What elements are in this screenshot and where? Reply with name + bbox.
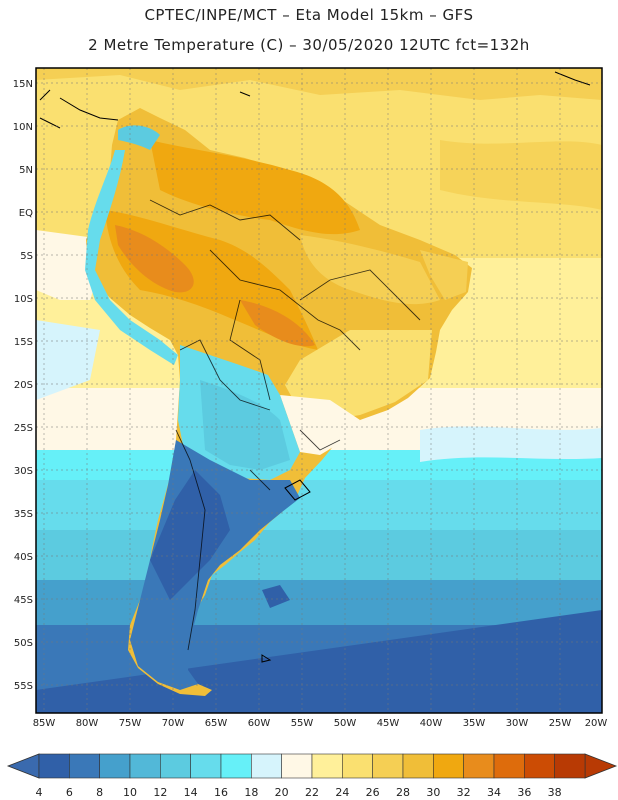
map-frame bbox=[35, 67, 603, 714]
colorbar-over-arrow bbox=[584, 753, 618, 779]
lon-label: 65W bbox=[205, 718, 228, 729]
lat-label: EQ bbox=[19, 208, 33, 219]
lon-label: 80W bbox=[76, 718, 99, 729]
colorbar-tick-label: 10 bbox=[123, 786, 137, 799]
colorbar-tick-label: 38 bbox=[548, 786, 562, 799]
colorbar-tick-label: 34 bbox=[487, 786, 501, 799]
colorbar-tick-label: 16 bbox=[214, 786, 228, 799]
lon-label: 40W bbox=[420, 718, 443, 729]
colorbar-swatch bbox=[493, 753, 525, 779]
colorbar-swatch bbox=[38, 753, 70, 779]
lat-label: 30S bbox=[14, 466, 33, 477]
lat-label: 25S bbox=[14, 423, 33, 434]
colorbar-tick-label: 12 bbox=[153, 786, 167, 799]
lat-label: 10N bbox=[13, 122, 33, 133]
colorbar-swatch bbox=[160, 753, 191, 779]
colorbar-swatch bbox=[524, 753, 555, 779]
colorbar-swatch bbox=[190, 753, 222, 779]
lat-label: 15S bbox=[14, 337, 33, 348]
lat-label: 45S bbox=[14, 595, 33, 606]
colorbar-tick-label: 28 bbox=[396, 786, 410, 799]
colorbar-swatch bbox=[372, 753, 404, 779]
colorbar-swatch bbox=[554, 753, 586, 779]
lat-label: 20S bbox=[14, 380, 33, 391]
map-title-line-1: CPTEC/INPE/MCT – Eta Model 15km – GFS bbox=[144, 6, 474, 24]
colorbar-tick-label: 20 bbox=[275, 786, 289, 799]
colorbar: 4 6 8 10 12 14 16 18 20 22 24 26 28 30 32 34 36 38 bbox=[6, 753, 618, 799]
lat-label: 10S bbox=[14, 294, 33, 305]
colorbar-swatch bbox=[463, 753, 495, 779]
temperature-field bbox=[36, 68, 602, 713]
colorbar-tick-label: 8 bbox=[96, 786, 103, 799]
colorbar-tick-label: 24 bbox=[335, 786, 349, 799]
colorbar-tick-label: 26 bbox=[366, 786, 380, 799]
colorbar-swatch bbox=[281, 753, 313, 779]
lon-label: 35W bbox=[463, 718, 486, 729]
colorbar-tick-label: 36 bbox=[517, 786, 531, 799]
colorbar-swatch bbox=[129, 753, 161, 779]
colorbar-swatch bbox=[402, 753, 434, 779]
lat-label: 35S bbox=[14, 509, 33, 520]
colorbar-tick-label: 22 bbox=[305, 786, 319, 799]
lat-label: 5S bbox=[20, 251, 33, 262]
colorbar-swatch bbox=[69, 753, 100, 779]
colorbar-tick-label: 6 bbox=[66, 786, 73, 799]
lon-label: 55W bbox=[291, 718, 314, 729]
lon-label: 25W bbox=[549, 718, 572, 729]
colorbar-swatch bbox=[99, 753, 131, 779]
lat-label: 50S bbox=[14, 638, 33, 649]
lon-label: 20W bbox=[585, 718, 608, 729]
lon-label: 75W bbox=[119, 718, 142, 729]
colorbar-swatch bbox=[342, 753, 373, 779]
colorbar-under-arrow bbox=[6, 753, 40, 779]
lat-label: 40S bbox=[14, 552, 33, 563]
map-title-line-2: 2 Metre Temperature (C) – 30/05/2020 12U… bbox=[88, 36, 530, 54]
colorbar-tick-label: 18 bbox=[244, 786, 258, 799]
latitude-labels: 15N 10N 5N EQ 5S 10S 15S 20S 25S 30S 35S… bbox=[13, 79, 33, 692]
lat-lon-grid bbox=[36, 68, 602, 713]
colorbar-tick-label: 30 bbox=[426, 786, 440, 799]
lon-label: 70W bbox=[162, 718, 185, 729]
colorbar-swatch bbox=[220, 753, 252, 779]
lon-label: 30W bbox=[506, 718, 529, 729]
colorbar-swatch bbox=[311, 753, 343, 779]
lon-label: 45W bbox=[377, 718, 400, 729]
colorbar-swatch bbox=[251, 753, 282, 779]
lon-label: 85W bbox=[33, 718, 56, 729]
longitude-labels: 85W 80W 75W 70W 65W 60W 55W 50W 45W 40W … bbox=[33, 718, 608, 729]
lat-label: 5N bbox=[19, 165, 33, 176]
lon-label: 60W bbox=[248, 718, 271, 729]
lon-label: 50W bbox=[334, 718, 357, 729]
colorbar-swatch bbox=[433, 753, 464, 779]
lat-label: 15N bbox=[13, 79, 33, 90]
colorbar-tick-label: 14 bbox=[184, 786, 198, 799]
lat-label: 55S bbox=[14, 681, 33, 692]
colorbar-tick-label: 32 bbox=[457, 786, 471, 799]
colorbar-tick-label: 4 bbox=[36, 786, 43, 799]
